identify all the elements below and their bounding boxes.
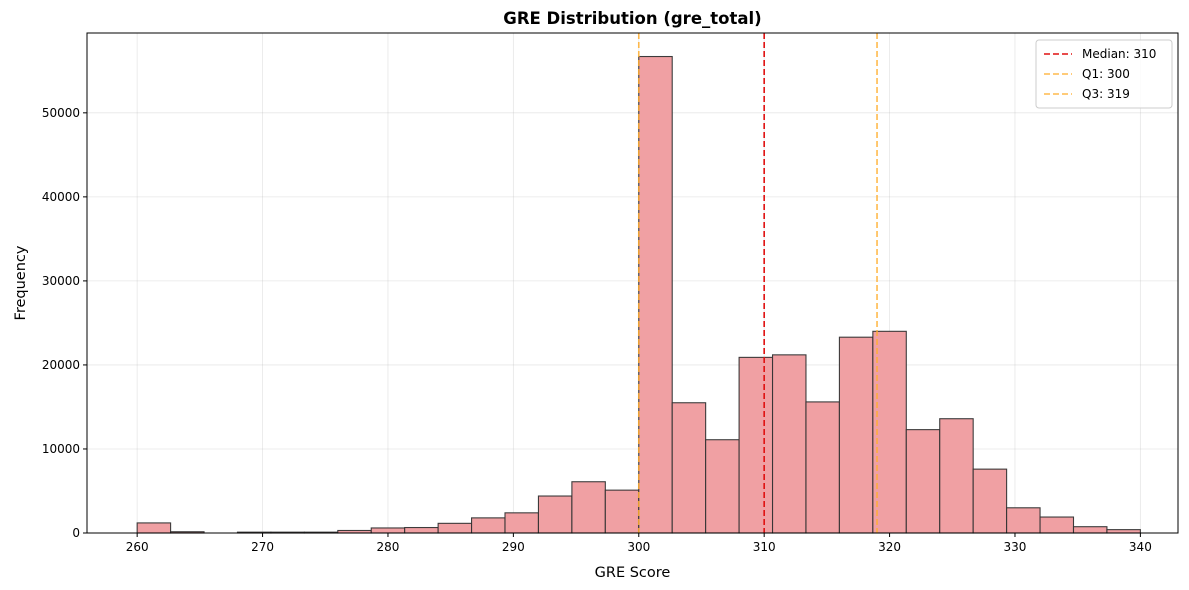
y-tick-label: 50000 — [42, 106, 80, 120]
histogram-bar — [738, 356, 774, 534]
grid-lines — [87, 33, 1178, 534]
axes: 260 270 280 290 300 310 320 330 340 0 10000 20000 30… — [42, 32, 1179, 554]
reference-lines — [637, 33, 878, 533]
y-tick-label: 40000 — [42, 190, 80, 204]
histogram-bar — [771, 354, 807, 534]
histogram-bar — [705, 439, 740, 534]
histogram-bar — [571, 481, 606, 534]
histogram-bar — [1006, 507, 1041, 534]
histogram-bar — [805, 401, 840, 534]
x-tick-label: 320 — [878, 540, 901, 554]
histogram-bar — [1072, 526, 1108, 534]
histogram-bar — [872, 330, 907, 534]
histogram-bar — [370, 527, 406, 534]
x-tick-label: 270 — [251, 540, 274, 554]
histogram-bar — [437, 522, 473, 534]
x-tick-label: 300 — [627, 540, 650, 554]
x-tick-label: 310 — [753, 540, 776, 554]
y-axis-title: Frequency — [13, 245, 29, 320]
bars — [136, 55, 1141, 534]
legend: Median: 310 Q1: 300 Q3: 319 — [1035, 39, 1173, 109]
x-tick-label: 280 — [377, 540, 400, 554]
legend-box — [1035, 39, 1173, 109]
plot-frame — [86, 32, 1179, 534]
y-tick-label: 20000 — [42, 358, 80, 372]
histogram-bar — [471, 517, 506, 534]
legend-label: Median: 310 — [1082, 47, 1156, 61]
x-axis-title: GRE Score — [595, 565, 671, 581]
y-tick-label: 0 — [72, 526, 80, 540]
histogram-bar — [972, 468, 1008, 534]
histogram-bar — [504, 512, 539, 534]
histogram-bar — [939, 418, 974, 534]
legend-label: Q3: 319 — [1082, 87, 1130, 101]
x-tick-label: 340 — [1129, 540, 1152, 554]
x-tick-label: 290 — [502, 540, 525, 554]
x-tick-label: 260 — [126, 540, 149, 554]
histogram-bar — [604, 489, 640, 534]
histogram-bar — [537, 495, 573, 534]
legend-label: Q1: 300 — [1082, 67, 1130, 81]
histogram-bar — [136, 522, 172, 534]
histogram-bar — [838, 336, 874, 534]
chart-title: GRE Distribution (gre_total) — [503, 9, 761, 28]
y-tick-label: 10000 — [42, 442, 80, 456]
histogram-bar — [1039, 516, 1075, 534]
histogram-bar — [1106, 529, 1141, 534]
x-tick-label: 330 — [1004, 540, 1027, 554]
histogram-bar — [404, 526, 439, 534]
histogram-bar — [671, 402, 707, 534]
histogram-bar — [905, 429, 941, 534]
y-tick-label: 30000 — [42, 274, 80, 288]
histogram-bar — [638, 55, 673, 534]
